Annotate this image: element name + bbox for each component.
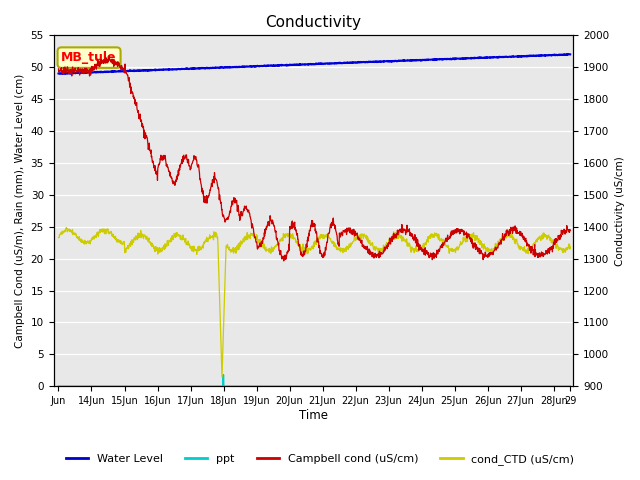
X-axis label: Time: Time [299,409,328,422]
Y-axis label: Conductivity (uS/cm): Conductivity (uS/cm) [615,156,625,266]
Text: MB_tule: MB_tule [61,51,117,64]
Title: Conductivity: Conductivity [266,15,362,30]
Y-axis label: Campbell Cond (uS/m), Rain (mm), Water Level (cm): Campbell Cond (uS/m), Rain (mm), Water L… [15,74,25,348]
Legend: Water Level, ppt, Campbell cond (uS/cm), cond_CTD (uS/cm): Water Level, ppt, Campbell cond (uS/cm),… [61,450,579,469]
